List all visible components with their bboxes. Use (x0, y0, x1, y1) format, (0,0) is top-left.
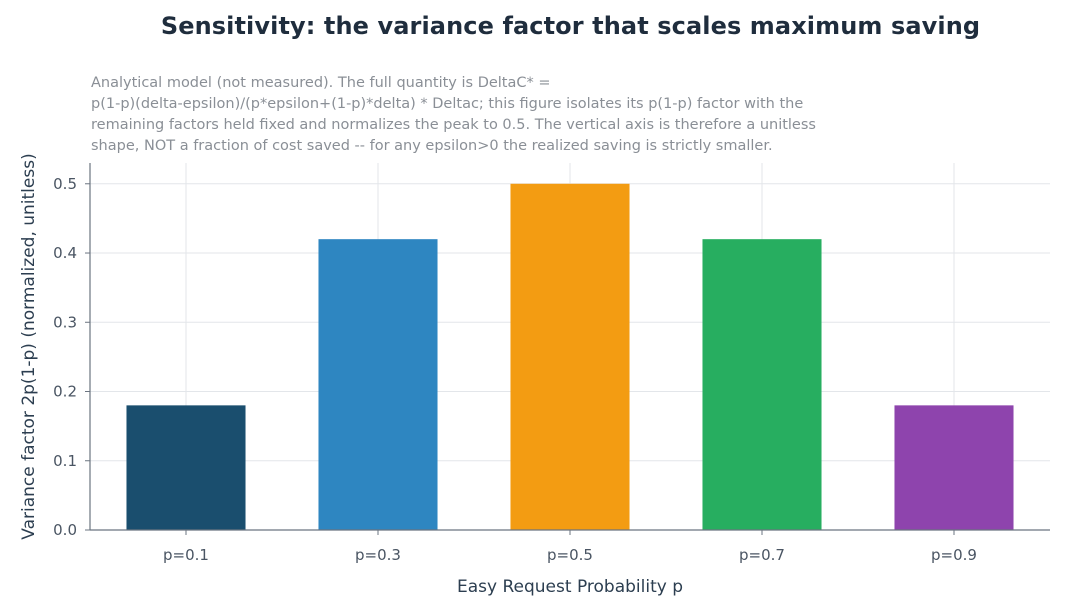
bars-layer (126, 183, 1014, 531)
chart-title: Sensitivity: the variance factor that sc… (160, 12, 981, 40)
y-axis-title: Variance factor 2p(1-p) (normalized, uni… (19, 153, 39, 539)
y-tick-label: 0.1 (53, 452, 77, 470)
x-tick-label: p=0.1 (163, 546, 209, 564)
y-tick-label: 0.4 (53, 244, 77, 262)
x-tick-label: p=0.5 (547, 546, 593, 564)
bar-p-0-9 (894, 405, 1014, 530)
bar-p-0-5 (510, 183, 630, 530)
chart-subtitle-line-3: remaining factors held fixed and normali… (91, 117, 816, 133)
x-tick-label: p=0.3 (355, 546, 401, 564)
ticks-layer: 0.0 0.1 0.2 0.3 0.4 0.5 p=0.1 p=0.3 p=0.5 p=0.7 p=… (53, 175, 977, 564)
chart-subtitle: Analytical model (not measured). The ful… (91, 73, 851, 157)
bar-p-0-3 (318, 239, 438, 531)
bar-p-0-7 (702, 239, 822, 531)
chart-subtitle-line-2: p(1-p)(delta-epsilon)/(p*epsilon+(1-p)*d… (91, 96, 804, 112)
y-tick-label: 0.3 (53, 313, 77, 331)
x-tick-label: p=0.9 (931, 546, 977, 564)
bar-p-0-1 (126, 405, 246, 530)
y-tick-label: 0.2 (53, 383, 77, 401)
y-tick-label: 0.5 (53, 175, 77, 193)
y-tick-label: 0.0 (53, 521, 77, 539)
x-tick-label: p=0.7 (739, 546, 785, 564)
chart-subtitle-line-1: Analytical model (not measured). The ful… (91, 75, 551, 91)
x-axis-title: Easy Request Probability p (457, 577, 683, 597)
chart-subtitle-line-4: shape, NOT a fraction of cost saved -- f… (91, 138, 773, 154)
